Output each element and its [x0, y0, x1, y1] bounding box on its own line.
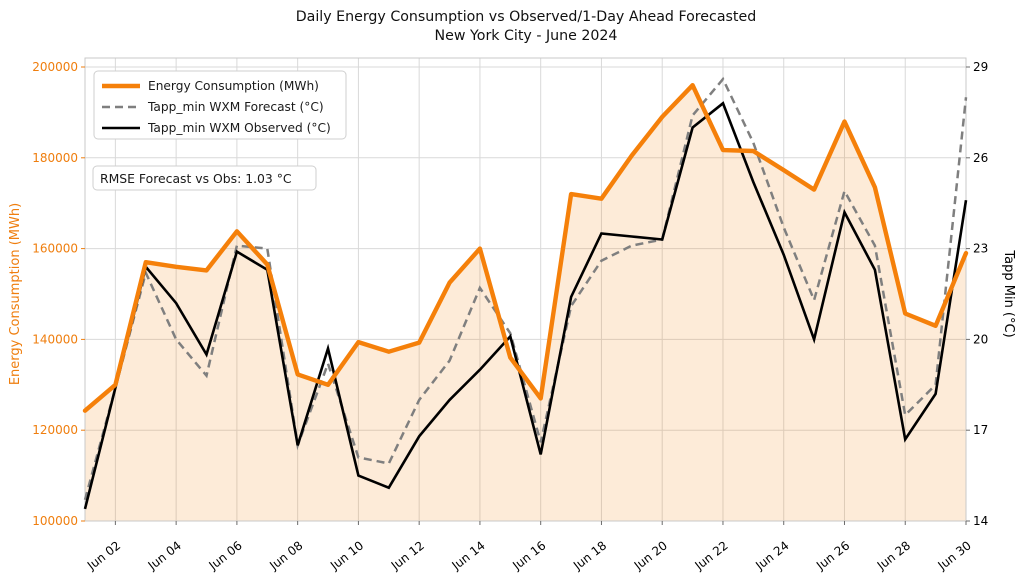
- x-tick-label: Jun 18: [570, 538, 609, 573]
- right-tick-label: 14: [973, 514, 988, 528]
- observed-line: [83, 101, 968, 510]
- legend-box: [93, 70, 347, 140]
- legend-energy-label: Energy Consumption (MWh): [148, 79, 319, 93]
- plot-area-border: [84, 57, 967, 522]
- right-tick-label: 23: [973, 242, 988, 256]
- right-tick-label: 29: [973, 60, 988, 74]
- rmse-text: RMSE Forecast vs Obs: 1.03 °C: [100, 171, 292, 186]
- x-tick-label: Jun 16: [509, 538, 548, 573]
- chart-title-line2: New York City - June 2024: [435, 28, 618, 44]
- x-tick-label: Jun 06: [206, 538, 245, 573]
- energy-area-fill: [85, 85, 966, 521]
- x-tick-label: Jun 28: [874, 538, 913, 573]
- rmse-annotation: RMSE Forecast vs Obs: 1.03 °C: [92, 165, 317, 191]
- legend: Energy Consumption (MWh) Tapp_min WXM Fo…: [93, 70, 347, 140]
- left-tick-label: 160000: [32, 242, 78, 256]
- left-tick-label: 200000: [32, 60, 78, 74]
- left-tick-label: 100000: [32, 514, 78, 528]
- energy-line: [82, 83, 969, 413]
- chart-title-line1: Daily Energy Consumption vs Observed/1-D…: [296, 9, 756, 25]
- x-tick-label: Jun 08: [266, 538, 305, 573]
- legend-forecast-label: Tapp_min WXM Forecast (°C): [147, 100, 324, 114]
- x-tick-label: Jun 22: [692, 538, 731, 573]
- right-tick-label: 17: [973, 423, 988, 437]
- forecast-line: [83, 76, 968, 501]
- left-axis-label: Energy Consumption (MWh): [8, 203, 23, 385]
- x-tick-label: Jun 04: [145, 538, 184, 573]
- left-tick-label: 180000: [32, 151, 78, 165]
- legend-observed-label: Tapp_min WXM Observed (°C): [147, 121, 331, 135]
- x-tick-label: Jun 10: [327, 538, 366, 573]
- left-tick-label: 140000: [32, 332, 78, 346]
- x-tick-label: Jun 20: [631, 538, 670, 573]
- x-tick-label: Jun 24: [752, 538, 791, 573]
- x-tick-label: Jun 26: [813, 538, 852, 573]
- right-tick-label: 26: [973, 151, 988, 165]
- right-axis-label: Tapp Min (°C): [1001, 249, 1016, 337]
- left-tick-label: 120000: [32, 423, 78, 437]
- x-tick-label: Jun 02: [84, 538, 123, 573]
- x-tick-label: Jun 14: [449, 538, 488, 573]
- right-tick-label: 20: [973, 332, 988, 346]
- x-tick-label: Jun 30: [935, 538, 974, 573]
- x-tick-label: Jun 12: [388, 538, 427, 573]
- rmse-box: [92, 165, 317, 191]
